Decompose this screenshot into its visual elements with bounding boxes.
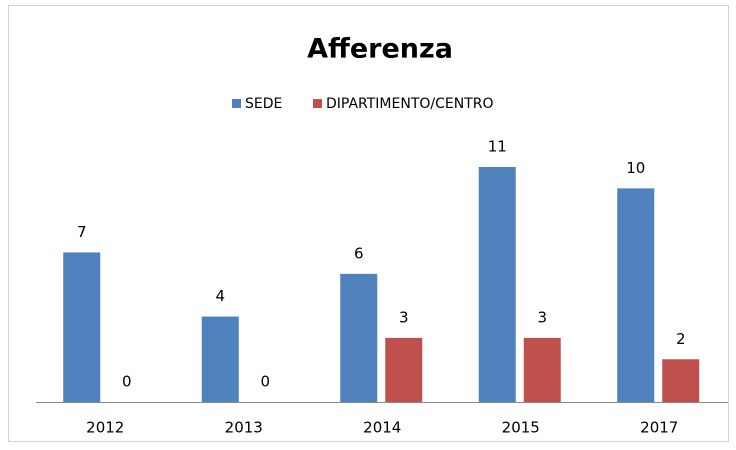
bar [523,337,561,402]
data-label: 3 [399,308,409,326]
legend-label: DIPARTIMENTO/CENTRO [326,96,494,112]
bar [478,167,516,402]
x-tick-label: 2014 [363,419,401,437]
data-label: 11 [488,138,507,156]
data-label: 2 [676,330,686,348]
data-label: 10 [626,159,645,177]
data-label: 3 [537,308,547,326]
data-label: 0 [122,373,132,391]
bar [385,337,423,402]
x-tick-label: 2017 [640,419,678,437]
data-label: 6 [354,244,364,262]
x-tick-label: 2013 [225,419,263,437]
bar [201,316,239,402]
legend-label: SEDE [245,96,282,112]
legend-swatch [232,99,241,108]
legend-swatch [313,99,322,108]
x-tick-label: 2012 [86,419,124,437]
data-label: 0 [260,373,270,391]
bar [63,252,101,402]
data-label: 4 [215,287,225,305]
data-label: 7 [77,223,87,241]
chart-title: Afferenza [307,34,453,65]
x-tick-label: 2015 [502,419,540,437]
bar [662,359,700,402]
bar [617,188,655,402]
bar [340,273,378,402]
